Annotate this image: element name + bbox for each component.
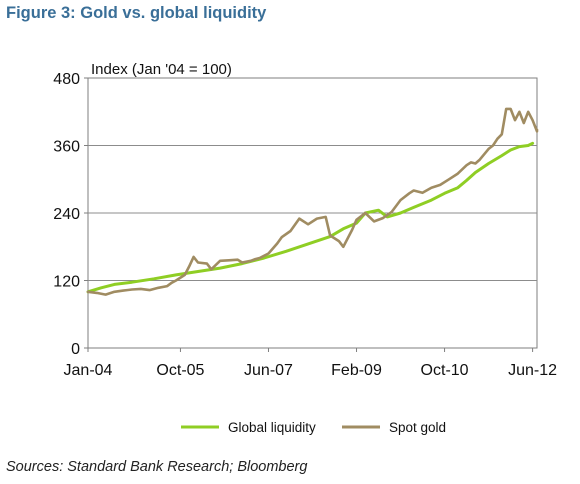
gridlines [88,145,537,281]
y-tick-label-120: 120 [53,274,80,291]
y-axis-label: Index (Jan '04 = 100) [91,61,232,78]
legend-label-global-liquidity: Global liquidity [228,420,316,435]
legend: Global liquidity Spot gold [181,420,446,435]
x-axis-ticks: Jan-04 Oct-05 Jun-07 Feb-09 Oct-10 Jun-12 [64,348,557,379]
y-tick-label-0: 0 [71,341,80,358]
y-tick-label-480: 480 [53,71,80,88]
y-tick-label-240: 240 [53,206,80,223]
x-tick-label-Jan-04: Jan-04 [64,362,113,379]
legend-label-spot-gold: Spot gold [389,420,446,435]
x-tick-label-Feb-09: Feb-09 [331,362,382,379]
series-line-spot-gold [86,107,539,296]
x-tick-label-Jun-12: Jun-12 [508,362,557,379]
y-axis-ticks: 0 120 240 360 480 [53,71,88,358]
figure-title: Figure 3: Gold vs. global liquidity [6,4,267,22]
x-tick-label-Oct-10: Oct-10 [421,362,469,379]
y-tick-label-360: 360 [53,139,80,156]
x-tick-label-Oct-05: Oct-05 [156,362,204,379]
series-lines [86,107,539,296]
x-tick-label-Jun-07: Jun-07 [244,362,293,379]
source-note: Sources: Standard Bank Research; Bloombe… [6,459,308,475]
